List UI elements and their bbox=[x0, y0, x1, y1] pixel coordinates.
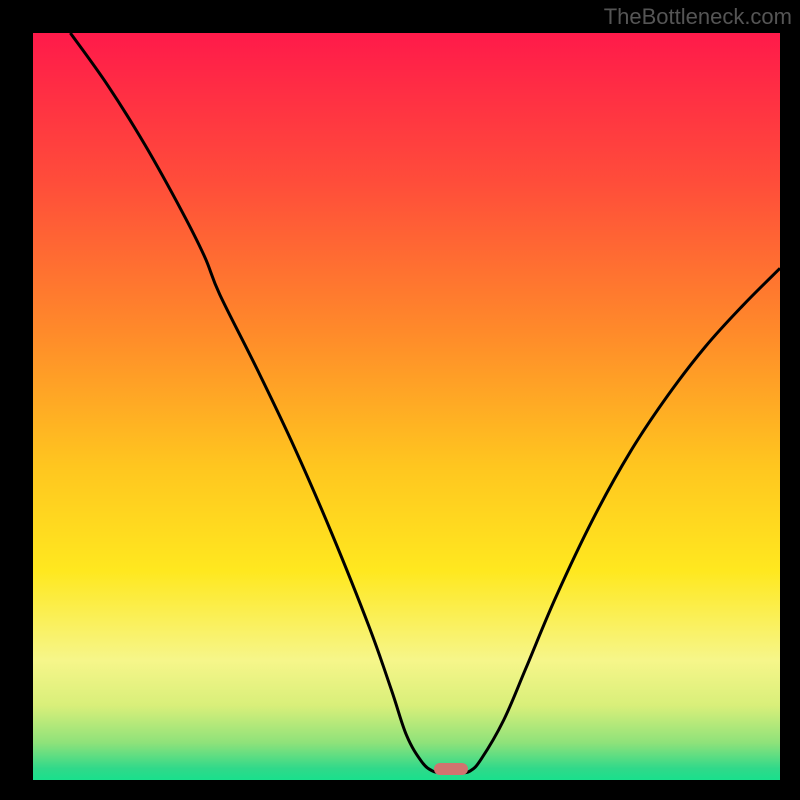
chart-plot-area bbox=[33, 33, 780, 780]
bottleneck-curve bbox=[33, 33, 780, 780]
curve-path bbox=[70, 33, 780, 773]
watermark-text: TheBottleneck.com bbox=[604, 4, 792, 30]
optimal-point-marker bbox=[434, 763, 468, 775]
